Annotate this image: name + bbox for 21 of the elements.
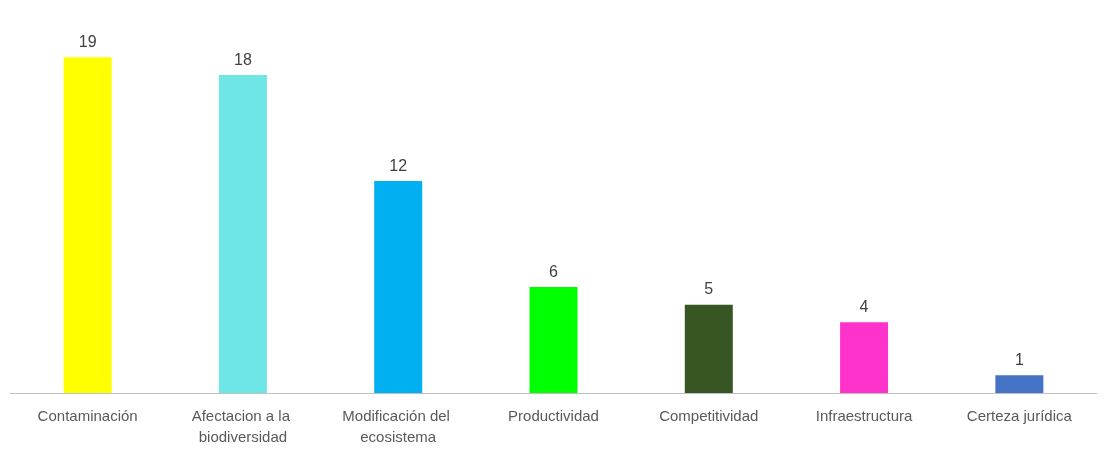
x-tick-label: Certeza jurídica [966, 407, 1073, 424]
data-label: 1 [1014, 350, 1024, 368]
x-tick-label: Modificación del ecosistema [342, 407, 455, 445]
x-tick-label: Afectacion a la biodiversidad [191, 407, 295, 445]
bar [840, 322, 889, 393]
data-label: 18 [234, 50, 252, 68]
data-label: 19 [78, 32, 97, 50]
x-tick-label: Competitividad [659, 407, 759, 424]
data-label: 5 [704, 280, 714, 298]
x-tick-label: Infraestructura [815, 407, 914, 424]
bar [218, 75, 267, 393]
x-tick-label: Productividad [508, 407, 599, 424]
data-label: 4 [859, 297, 869, 315]
bar [374, 181, 423, 393]
bar [63, 57, 112, 393]
x-tick-label: Contaminación [37, 407, 138, 424]
data-label: 6 [549, 262, 559, 280]
data-label: 12 [389, 156, 408, 174]
bar [529, 287, 578, 393]
bar [684, 304, 733, 393]
bar [995, 375, 1044, 393]
